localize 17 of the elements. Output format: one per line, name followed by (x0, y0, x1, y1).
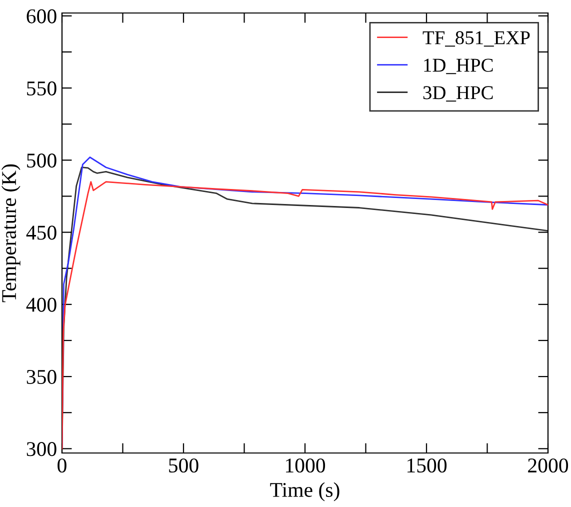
x-tick-label: 1500 (408, 458, 447, 473)
legend-label: TF_851_EXP (422, 31, 530, 47)
y-tick-label: 600 (26, 9, 56, 24)
x-tick-label: 1000 (286, 458, 326, 473)
y-tick-label: 550 (27, 81, 56, 96)
x-tick-label: 0 (58, 458, 66, 473)
y-tick-label: 400 (26, 298, 56, 312)
legend-label: 3D_HPC (423, 86, 493, 102)
x-tick-label: 500 (169, 458, 198, 473)
y-tick-label: 350 (26, 370, 56, 384)
legend-label: 1D_HPC (424, 58, 493, 74)
x-tick-label: 2000 (528, 458, 568, 473)
y-tick-label: 300 (26, 442, 56, 456)
x-axis-title: Time (s) (270, 482, 340, 502)
y-axis-title: Temperature (K) (1, 164, 20, 302)
y-tick-label: 500 (27, 154, 56, 168)
y-tick-label: 450 (26, 226, 56, 240)
